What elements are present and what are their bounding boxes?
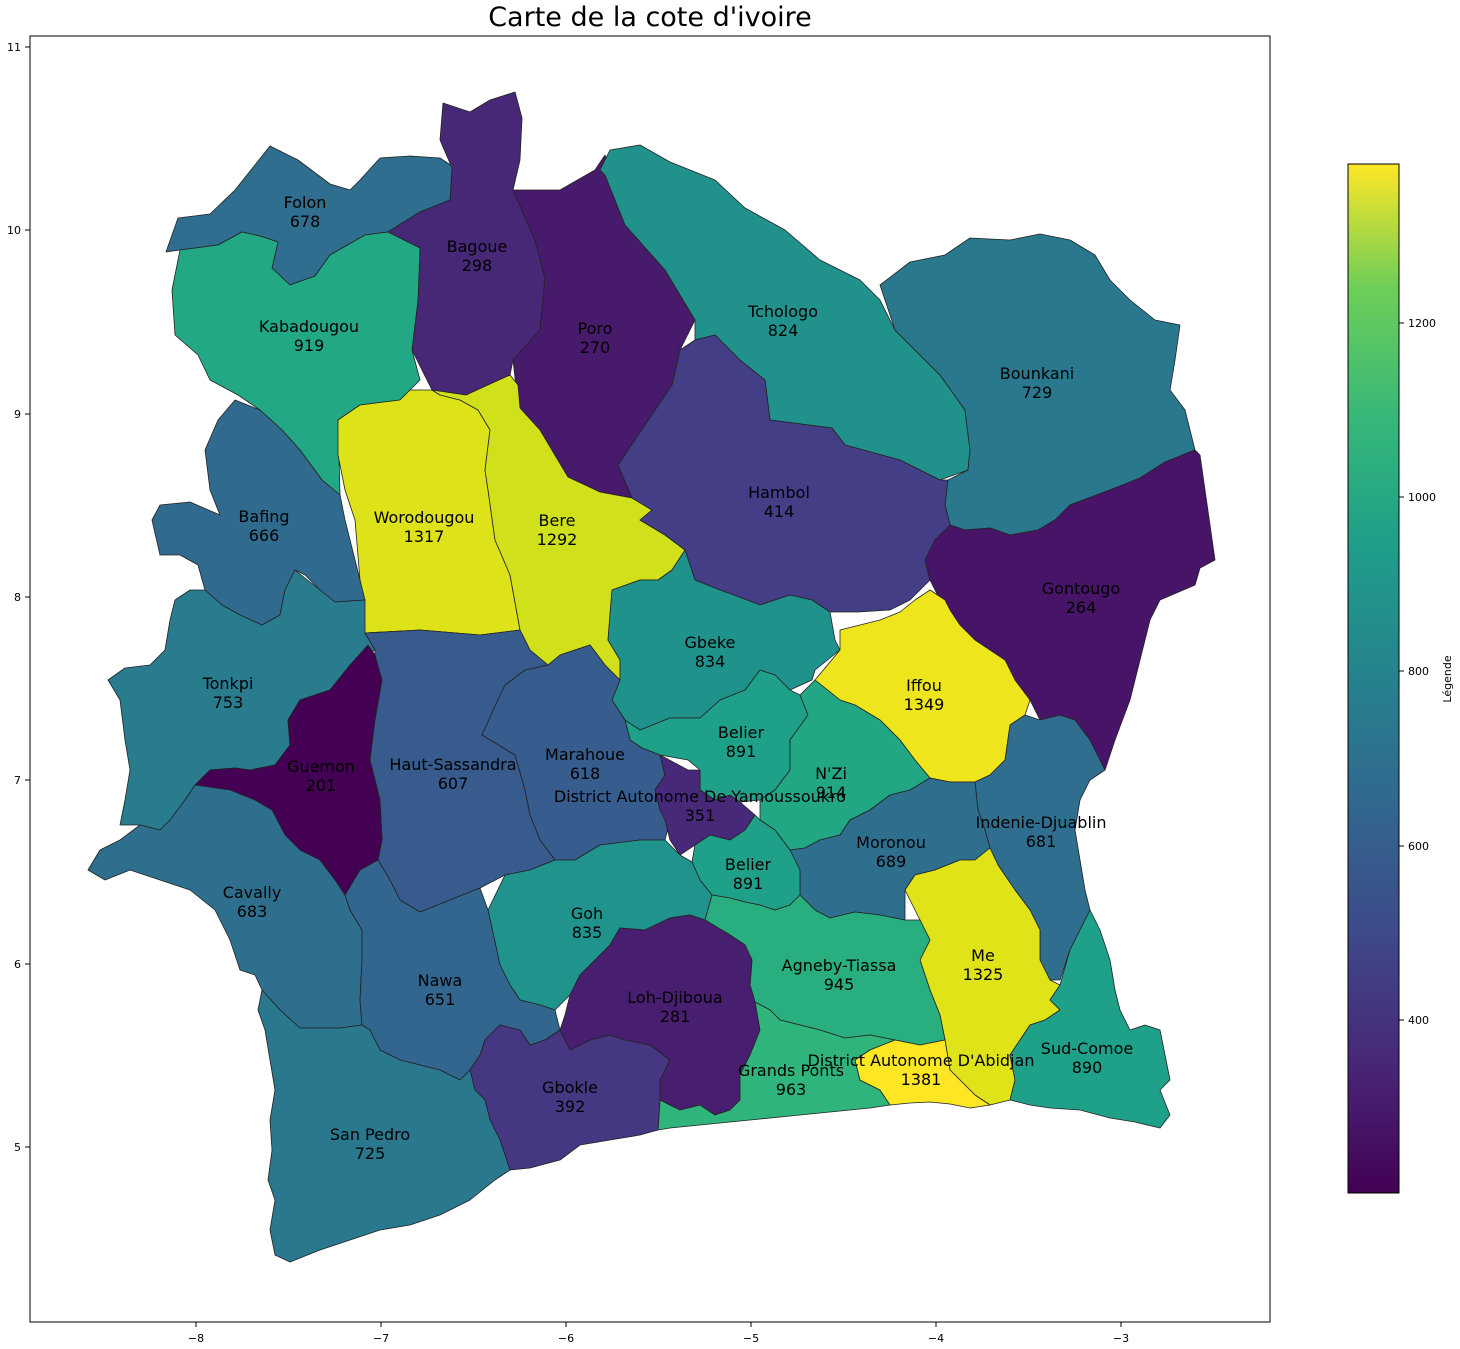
- region-label-guemon: Guemon 201: [287, 757, 355, 795]
- region-label-belier: Belier 891: [718, 723, 765, 761]
- region-label-grands-ponts: Grands Ponts 963: [738, 1061, 844, 1099]
- colorbar-label: Légende: [1441, 655, 1454, 702]
- region-label-goh: Goh 835: [571, 904, 603, 942]
- region-label-folon: Folon 678: [284, 193, 327, 231]
- y-tick-label: 11: [7, 41, 21, 54]
- region-label-bafing: Bafing 666: [238, 507, 289, 545]
- region-label-abidjan: District Autonome D'Abidjan 1381: [808, 1051, 1035, 1089]
- x-tick-label: −6: [558, 1332, 574, 1345]
- y-tick-label: 10: [7, 224, 21, 237]
- region-label-cavally: Cavally 683: [223, 883, 282, 921]
- region-label-moronou: Moronou 689: [856, 833, 926, 871]
- colorbar-gradient: [1347, 163, 1400, 1194]
- region-label-nawa: Nawa 651: [418, 971, 463, 1009]
- y-tick-label: 6: [14, 958, 21, 971]
- region-label-nzi: N'Zi 914: [815, 764, 847, 802]
- region-label-loh-djiboua: Loh-Djiboua 281: [627, 988, 722, 1026]
- region-label-tchologo: Tchologo 824: [747, 302, 818, 340]
- region-label-belier-2: Belier 891: [725, 855, 772, 893]
- x-tick-label: −5: [743, 1332, 759, 1345]
- y-tick-label: 7: [14, 774, 21, 787]
- region-label-gbokle: Gbokle 392: [542, 1078, 598, 1116]
- x-tick-label: −3: [1113, 1332, 1129, 1345]
- region-label-indenie-djuablin: Indenie-Djuablin 681: [976, 813, 1107, 851]
- y-axis: 5 6 7 8 9 10 11: [7, 41, 30, 1154]
- region-label-bagoue: Bagoue 298: [447, 237, 508, 275]
- x-tick-label: −7: [373, 1332, 389, 1345]
- region-label-layer: Folon 678 Bagoue 298 Poro 270 Tchologo 824 K…: [202, 193, 1134, 1163]
- region-label-hambol: Hambol 414: [748, 483, 810, 521]
- region-grands-ponts[interactable]: [657, 1001, 896, 1131]
- region-label-worodougou: Worodougou 1317: [374, 508, 475, 546]
- region-label-sud-comoe: Sud-Comoe 890: [1041, 1039, 1133, 1077]
- colorbar-tick-label: 800: [1408, 665, 1429, 678]
- y-tick-label: 5: [14, 1141, 21, 1154]
- x-tick-label: −4: [928, 1332, 944, 1345]
- region-label-bere: Bere 1292: [537, 511, 578, 549]
- region-label-me: Me 1325: [963, 946, 1004, 984]
- plot-frame: [29, 35, 1271, 1323]
- y-tick-label: 8: [14, 591, 21, 604]
- region-label-tonkpi: Tonkpi 753: [202, 674, 254, 712]
- region-kabadougou[interactable]: [171, 231, 421, 496]
- region-abidjan[interactable]: [854, 1039, 991, 1109]
- colorbar: 400 600 800 1000 1200 Légende: [1347, 163, 1454, 1194]
- colorbar-tick-label: 600: [1408, 840, 1429, 853]
- x-tick-label: −8: [188, 1332, 204, 1345]
- x-axis: −8 −7 −6 −5 −4 −3: [188, 1322, 1129, 1345]
- region-san-pedro[interactable]: [257, 989, 511, 1263]
- colorbar-tick-label: 1200: [1408, 317, 1436, 330]
- region-sud-comoe[interactable]: [1009, 909, 1171, 1129]
- region-label-poro: Poro 270: [578, 319, 613, 357]
- region-label-san-pedro: San Pedro 725: [330, 1125, 410, 1163]
- region-label-haut-sassandra: Haut-Sassandra 607: [389, 755, 516, 793]
- colorbar-tick-label: 1000: [1408, 491, 1436, 504]
- region-label-agneby-tiassa: Agneby-Tiassa 945: [782, 956, 897, 994]
- colorbar-tick-label: 400: [1408, 1014, 1429, 1027]
- region-label-marahoue: Marahoue 618: [545, 745, 625, 783]
- region-label-kabadougou: Kabadougou 919: [259, 317, 359, 355]
- map-title: Carte de la cote d'ivoire: [488, 2, 812, 33]
- region-label-yamoussoukro: District Autonome De Yamoussoukro 351: [554, 787, 846, 825]
- region-label-gontougo: Gontougo 264: [1042, 579, 1120, 617]
- region-label-gbeke: Gbeke 834: [685, 633, 736, 671]
- y-tick-label: 9: [14, 408, 21, 421]
- region-label-bounkani: Bounkani 729: [1000, 364, 1074, 402]
- region-layer: [87, 91, 1216, 1263]
- region-label-iffou: Iffou 1349: [904, 676, 945, 714]
